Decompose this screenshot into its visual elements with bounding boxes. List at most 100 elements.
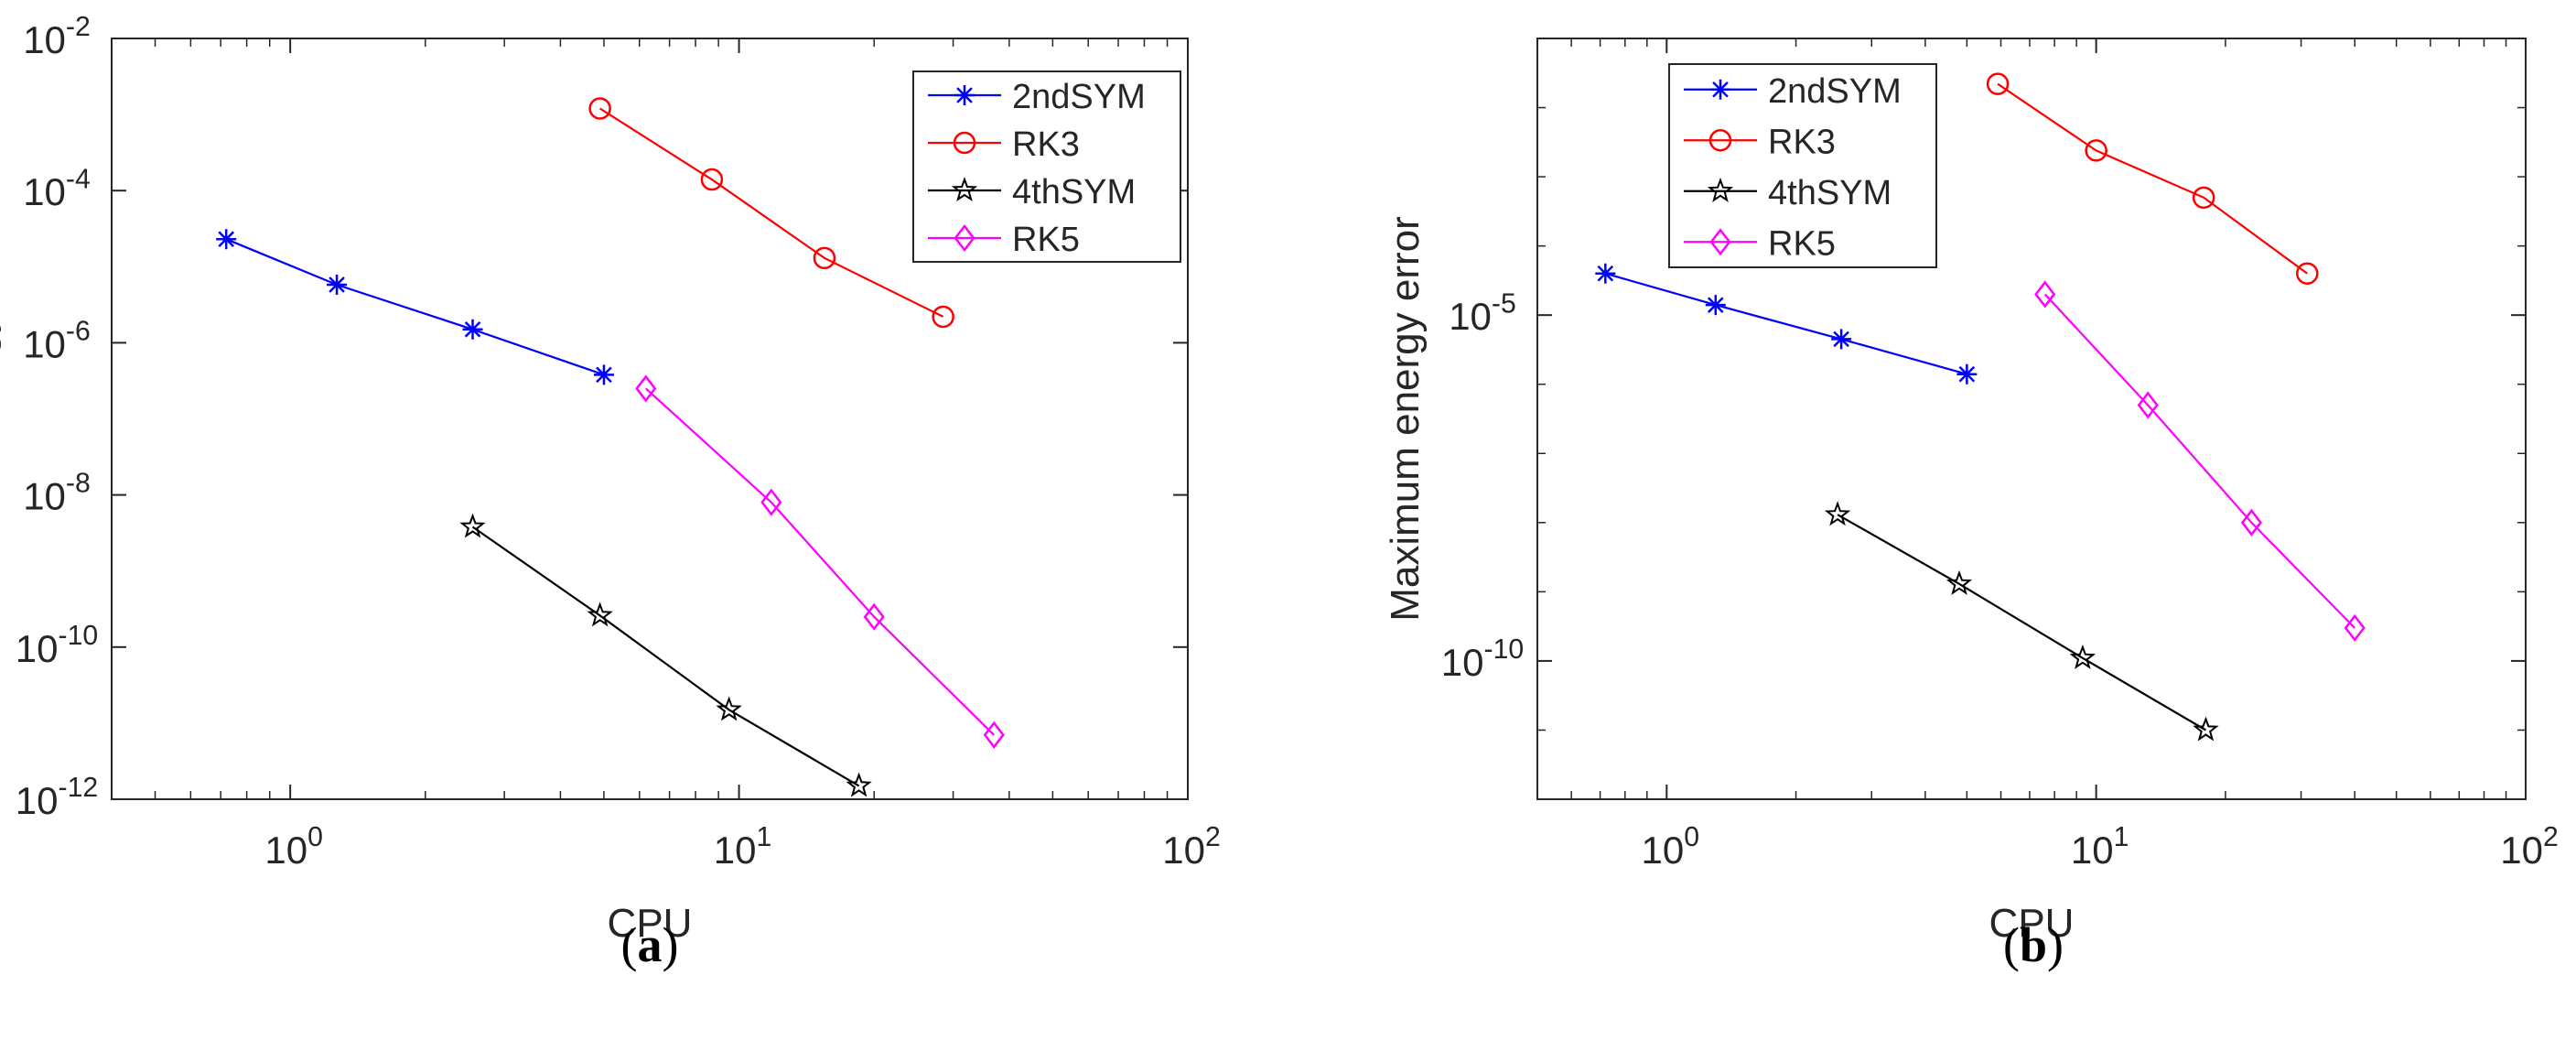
- legend-marker: [1709, 228, 1731, 256]
- data-point: [635, 374, 657, 403]
- legend-marker: [954, 223, 975, 253]
- data-point: [216, 229, 237, 250]
- legend: 2ndSYM RK3 4thSYM RK5: [1668, 63, 1937, 268]
- data-point: [2193, 716, 2219, 742]
- data-point: [588, 97, 611, 120]
- legend-label: 2ndSYM: [1768, 72, 1902, 111]
- series-RK5: [2034, 280, 2366, 642]
- series-4thSYM: [459, 513, 872, 797]
- series-line: [645, 387, 995, 736]
- legend-marker: [1708, 129, 1732, 152]
- legend-entry: RK3: [928, 125, 1080, 164]
- plot-area-frame: [1536, 38, 2527, 800]
- x-tick-label: 100: [264, 822, 323, 872]
- y-tick-label: 10-4: [23, 164, 91, 213]
- data-point: [2034, 280, 2056, 309]
- data-point: [2240, 508, 2263, 536]
- data-point: [593, 364, 614, 385]
- legend: 2ndSYM RK3 4thSYM RK5: [912, 70, 1181, 263]
- legend-entry: 4thSYM: [928, 173, 1136, 211]
- x-tick-label: 100: [1642, 822, 1700, 872]
- data-point: [700, 168, 724, 191]
- data-point: [863, 602, 885, 631]
- legend-marker: [953, 131, 976, 155]
- y-tick-label: 10-8: [23, 469, 91, 518]
- data-point: [1824, 501, 1851, 526]
- legend-entry: RK5: [928, 221, 1080, 259]
- data-point: [813, 246, 836, 270]
- series-line: [1604, 272, 1967, 375]
- legend-entry: RK3: [1684, 123, 1836, 161]
- y-tick-label: 10-12: [16, 773, 98, 822]
- data-point: [462, 319, 483, 340]
- data-point: [587, 601, 613, 627]
- legend-marker: [954, 85, 975, 105]
- legend-marker: [1710, 79, 1730, 100]
- plot-area-frame: [111, 38, 1189, 800]
- data-point: [1831, 329, 1852, 350]
- y-tick-label: 10-10: [1441, 634, 1524, 684]
- series-4thSYM: [1824, 501, 2219, 742]
- series-line: [2043, 293, 2355, 629]
- x-axis-label: CPU: [608, 901, 693, 946]
- panel-b: 100 101 102 10-10 10-5 CPU Maximum energy erro…: [1383, 38, 2559, 972]
- series-line: [225, 238, 605, 376]
- legend-marker: [951, 177, 978, 202]
- data-point: [1986, 72, 2010, 95]
- legend-label: 4thSYM: [1768, 174, 1892, 212]
- x-minor-ticks: [1570, 38, 2507, 799]
- series-RK3: [588, 97, 954, 329]
- data-point: [2069, 644, 2096, 669]
- series-2ndSYM: [1595, 263, 1978, 385]
- series-line: [1997, 82, 2308, 275]
- data-point: [760, 488, 782, 516]
- data-point: [2192, 186, 2215, 210]
- series-RK5: [635, 374, 1005, 749]
- data-point: [327, 274, 348, 295]
- y-tick-label: 10-5: [1449, 288, 1516, 338]
- x-tick-label: 101: [714, 822, 772, 872]
- x-axis-label: CPU: [1989, 901, 2075, 946]
- data-point: [1956, 363, 1978, 385]
- legend-label: RK5: [1768, 224, 1836, 263]
- series-2ndSYM: [216, 229, 614, 385]
- series-line: [599, 107, 944, 318]
- legend-marker: [1707, 177, 1734, 202]
- panel-caption: (b): [2003, 917, 2064, 972]
- legend-label: RK5: [1012, 221, 1080, 259]
- data-point: [716, 696, 742, 721]
- legend-label: RK3: [1012, 125, 1080, 164]
- legend-entry: RK5: [1684, 224, 1836, 263]
- data-point: [2344, 613, 2366, 642]
- legend-label: 4thSYM: [1012, 173, 1136, 211]
- data-point: [2296, 262, 2319, 285]
- y-axis-label: Maximum energy error: [1383, 216, 1428, 622]
- series-RK3: [1986, 72, 2319, 285]
- x-tick-label: 101: [2071, 822, 2129, 872]
- data-point: [2137, 391, 2159, 419]
- legend-label: RK3: [1768, 123, 1836, 161]
- y-axis-label: Maximum energy error: [0, 216, 2, 622]
- y-tick-label: 10-10: [16, 621, 98, 670]
- data-point: [1595, 263, 1616, 284]
- data-point: [1705, 295, 1726, 316]
- series-line: [1837, 514, 2207, 731]
- legend-frame: [912, 70, 1181, 263]
- data-point: [1945, 569, 1973, 595]
- panel-caption: (a): [621, 917, 679, 972]
- x-tick-label: 102: [2500, 822, 2559, 872]
- y-tick-label: 10-6: [23, 317, 91, 366]
- data-point: [2085, 139, 2107, 162]
- legend-label: 2ndSYM: [1012, 78, 1146, 116]
- data-point: [459, 513, 486, 538]
- x-minor-ticks: [154, 38, 1169, 799]
- legend-entry: 4thSYM: [1684, 174, 1892, 212]
- data-point: [932, 305, 954, 329]
- panel-a: 100 101 102 10-12 10-10 10-8 10-6 10-4 10-2 CPU Ma…: [0, 12, 1221, 972]
- legend-entry: 2ndSYM: [1684, 72, 1902, 111]
- legend-frame: [1668, 63, 1937, 268]
- x-tick-label: 102: [1162, 822, 1221, 872]
- data-point: [983, 721, 1005, 749]
- data-point: [846, 772, 872, 797]
